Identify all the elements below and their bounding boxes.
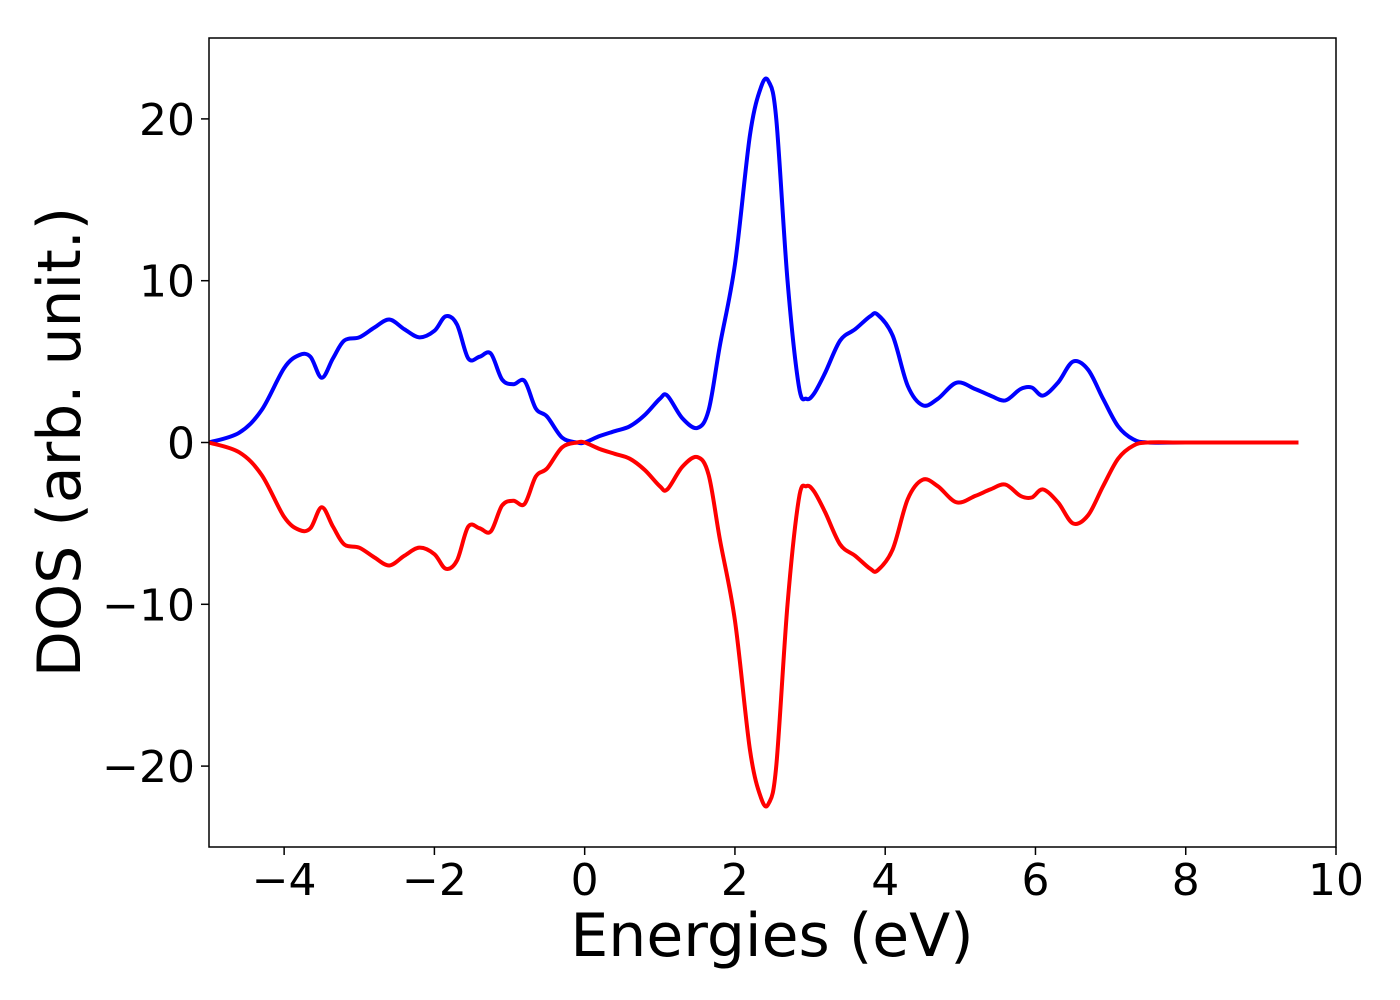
- x-tick-label: 10: [1308, 855, 1364, 906]
- x-tick-label: 6: [1021, 855, 1049, 906]
- y-tick-label: 0: [167, 419, 195, 470]
- x-tick-label: 2: [721, 855, 749, 906]
- y-tick-label: −10: [102, 580, 195, 631]
- series-layer: [209, 76, 1299, 809]
- x-tick-label: −2: [402, 855, 467, 906]
- x-tick-label: 4: [871, 855, 899, 906]
- y-tick-label: −20: [102, 742, 195, 793]
- x-axis-title: Energies (eV): [570, 901, 973, 971]
- x-tick-label: 8: [1172, 855, 1200, 906]
- x-tick-label: 0: [571, 855, 599, 906]
- y-axis-title: DOS (arb. unit.): [25, 207, 95, 677]
- spin-down-line: [209, 439, 1299, 809]
- y-tick-label: 20: [139, 95, 195, 146]
- x-tick-label: −4: [252, 855, 317, 906]
- spin-up-line: [209, 76, 1299, 446]
- y-tick-label: 10: [139, 257, 195, 308]
